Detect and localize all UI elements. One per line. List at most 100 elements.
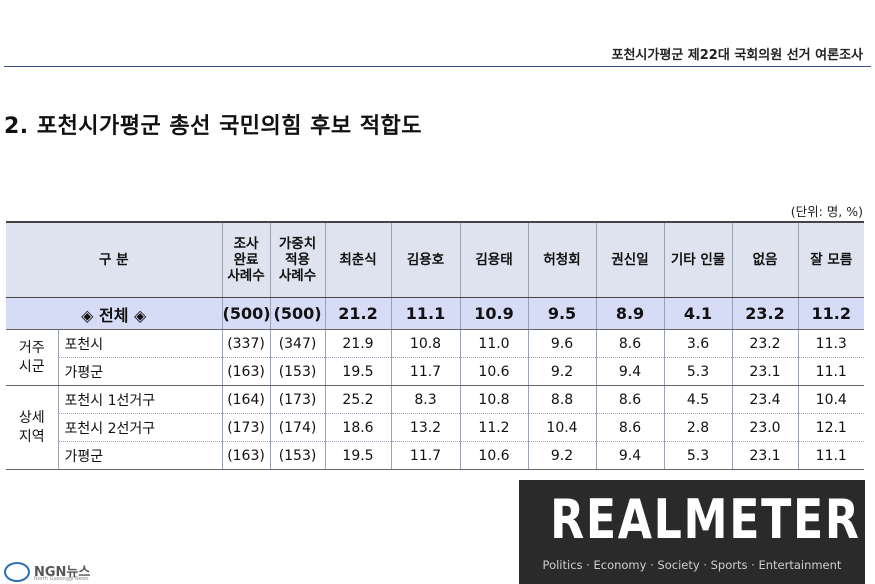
- table-cell: (337): [222, 329, 271, 358]
- ngn-news-name: NGN뉴스: [34, 565, 91, 580]
- globe-icon: [4, 562, 30, 582]
- ngn-news-watermark: NGN뉴스 North Gyeonggi News: [4, 560, 114, 584]
- table-cell: 11.1: [798, 441, 865, 470]
- table-row: 거주 시군 포천시 (337) (347) 21.9 10.8 11.0 9.6…: [6, 329, 865, 386]
- header-none: 없음: [732, 221, 799, 298]
- table-cell: 8.6: [596, 413, 665, 442]
- row-label: 가평군: [58, 357, 223, 386]
- table-cell: 19.5: [325, 441, 392, 470]
- group-label-district: 상세 지역: [6, 385, 59, 470]
- header-dont-know: 잘 모름: [798, 221, 865, 298]
- table-cell: (153): [270, 441, 326, 470]
- table-cell: 10.6: [460, 357, 529, 386]
- group-label-line: 거주: [18, 339, 45, 356]
- table-cell: 9.4: [596, 441, 665, 470]
- realmeter-wordmark: REALMETER: [550, 488, 861, 551]
- header-other: 기타 인물: [664, 221, 733, 298]
- table-cell: 23.4: [732, 385, 799, 414]
- table-cell: 11.3: [798, 329, 865, 358]
- row-label: 포천시: [58, 329, 223, 358]
- ngn-news-subtitle: North Gyeonggi News: [34, 576, 89, 582]
- group-label-line: 상세: [18, 409, 45, 426]
- table-cell: 23.2: [732, 297, 799, 330]
- table-cell: 11.2: [798, 297, 865, 330]
- group-label-residence: 거주 시군: [6, 329, 59, 386]
- header-candidate: 권신일: [596, 221, 665, 298]
- table-cell: 8.8: [528, 385, 597, 414]
- table-cell: 11.2: [460, 413, 529, 442]
- table-row: 상세 지역 포천시 1선거구 (164) (173) 25.2 8.3 10.8…: [6, 385, 865, 470]
- table-cell: 8.6: [596, 385, 665, 414]
- header-weighted-count: 가중치 적용 사례수: [270, 221, 326, 298]
- table-cell: 4.1: [664, 297, 733, 330]
- table-cell: 10.8: [460, 385, 529, 414]
- table-cell: 25.2: [325, 385, 392, 414]
- header-completed-line-2: 완료: [233, 251, 259, 268]
- header-weighted-line-2: 적용: [285, 251, 310, 268]
- table-cell: 19.5: [325, 357, 392, 386]
- header-weighted-line-1: 가중치: [278, 235, 317, 252]
- table-cell: (163): [222, 357, 271, 386]
- table-cell: 9.5: [528, 297, 597, 330]
- total-label: ◈ 전체 ◈: [6, 297, 223, 330]
- table-cell: 23.0: [732, 413, 799, 442]
- header-completed-line-1: 조사: [233, 235, 259, 252]
- table-cell: 3.6: [664, 329, 733, 358]
- table-cell: 4.5: [664, 385, 733, 414]
- header-candidate: 김용호: [391, 221, 461, 298]
- report-header-title: 포천시가평군 제22대 국회의원 선거 여론조사: [611, 48, 863, 63]
- table-cell: (164): [222, 385, 271, 414]
- survey-results-table: 구 분 조사 완료 사례수 가중치 적용 사례수 최춘식 김용호 김용태 허청회…: [6, 221, 865, 470]
- table-cell: (173): [222, 413, 271, 442]
- table-cell: 9.4: [596, 357, 665, 386]
- section-title: 2. 포천시가평군 총선 국민의힘 후보 적합도: [4, 114, 423, 139]
- table-cell: 11.1: [798, 357, 865, 386]
- table-cell: 12.1: [798, 413, 865, 442]
- row-label: 포천시 1선거구: [58, 385, 223, 414]
- row-label: 포천시 2선거구: [58, 413, 223, 442]
- unit-note: (단위: 명, %): [790, 204, 863, 219]
- header-candidate: 허청회: [528, 221, 597, 298]
- table-cell: 9.2: [528, 357, 597, 386]
- table-row: 가평군 (163) (153) 19.5 11.7 10.6 9.2 9.4 5…: [6, 441, 865, 470]
- header-divider: [4, 66, 871, 67]
- table-row-total: ◈ 전체 ◈ (500) (500) 21.2 11.1 10.9 9.5 8.…: [6, 297, 865, 330]
- table-cell: 11.7: [391, 357, 461, 386]
- table-cell: 23.2: [732, 329, 799, 358]
- realmeter-tagline: Politics · Economy · Society · Sports · …: [542, 558, 842, 572]
- table-cell: 23.1: [732, 441, 799, 470]
- table-cell: (174): [270, 413, 326, 442]
- table-header-row: 구 분 조사 완료 사례수 가중치 적용 사례수 최춘식 김용호 김용태 허청회…: [6, 221, 865, 298]
- table-cell: (347): [270, 329, 326, 358]
- header-completed-line-3: 사례수: [227, 267, 265, 284]
- group-label-line: 시군: [18, 358, 45, 375]
- table-row: 가평군 (163) (153) 19.5 11.7 10.6 9.2 9.4 5…: [6, 357, 865, 386]
- table-cell: 9.6: [528, 329, 597, 358]
- table-cell: (163): [222, 441, 271, 470]
- table-cell: (153): [270, 357, 326, 386]
- table-cell: 23.1: [732, 357, 799, 386]
- table-cell: 21.9: [325, 329, 392, 358]
- header-completed-count: 조사 완료 사례수: [222, 221, 271, 298]
- table-cell: 8.3: [391, 385, 461, 414]
- table-cell: 5.3: [664, 441, 733, 470]
- header-candidate: 김용태: [460, 221, 529, 298]
- table-cell: 5.3: [664, 357, 733, 386]
- table-cell: 10.4: [528, 413, 597, 442]
- realmeter-logo: REALMETER Politics · Economy · Society ·…: [519, 480, 865, 584]
- table-cell: 8.6: [596, 329, 665, 358]
- table-cell: (173): [270, 385, 326, 414]
- table-cell: 8.9: [596, 297, 665, 330]
- table-cell: 10.6: [460, 441, 529, 470]
- table-cell: 2.8: [664, 413, 733, 442]
- header-weighted-line-3: 사례수: [278, 267, 317, 284]
- table-cell: 13.2: [391, 413, 461, 442]
- table-cell: 11.7: [391, 441, 461, 470]
- table-row: 포천시 2선거구 (173) (174) 18.6 13.2 11.2 10.4…: [6, 413, 865, 442]
- table-cell: 9.2: [528, 441, 597, 470]
- table-cell: 10.8: [391, 329, 461, 358]
- header-category: 구 분: [6, 221, 223, 298]
- table-cell: 10.9: [460, 297, 529, 330]
- table-cell: 21.2: [325, 297, 392, 330]
- table-cell: (500): [270, 297, 326, 330]
